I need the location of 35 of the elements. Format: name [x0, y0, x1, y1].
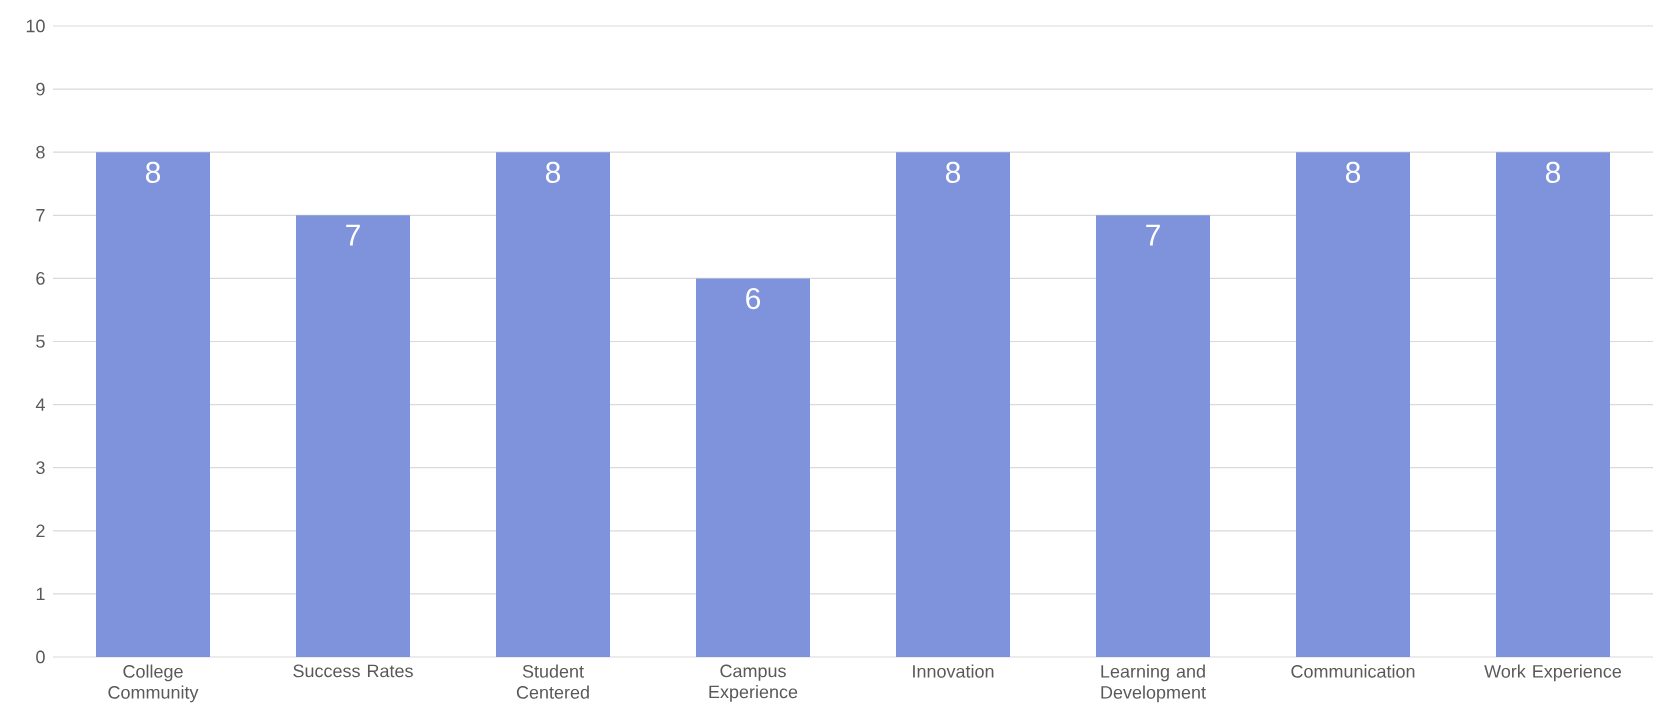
bar [496, 152, 610, 657]
x-tick-label: Innovation [913, 664, 994, 678]
data-label: 8 [545, 161, 561, 183]
bar [1296, 152, 1410, 657]
x-tick-label: Student Centered [516, 664, 589, 699]
x-tick-label: Success Rates [293, 664, 413, 678]
y-tick-label: 6 [36, 272, 45, 285]
x-tick-label: Communication [1291, 664, 1415, 678]
data-label: 8 [1345, 161, 1361, 183]
y-tick-label: 7 [36, 209, 45, 222]
y-tick-label: 10 [26, 19, 45, 33]
y-tick-label: 2 [36, 524, 45, 538]
y-tick-label: 5 [36, 335, 45, 348]
y-tick-label: 0 [36, 650, 45, 664]
y-tick-label: 9 [36, 82, 45, 96]
y-tick-label: 3 [36, 461, 45, 475]
x-tick-label: Work Experience [1484, 664, 1622, 682]
x-tick-label: Learning and Development [1101, 664, 1206, 703]
x-tick-label: Campus Experience [709, 664, 798, 702]
bar [96, 152, 210, 657]
bar [696, 278, 810, 657]
data-label: 8 [1545, 161, 1561, 183]
bar [1096, 215, 1210, 657]
bar [896, 152, 1010, 657]
data-label: 7 [346, 224, 360, 246]
y-tick-label: 4 [35, 398, 45, 411]
bar [1496, 152, 1610, 657]
y-tick-label: 8 [36, 145, 45, 159]
data-label: 8 [145, 161, 161, 183]
x-tick-label: College Community [108, 664, 199, 703]
data-label: 6 [746, 287, 761, 310]
data-label: 7 [1146, 224, 1160, 246]
y-tick-label: 1 [36, 587, 45, 601]
data-label: 8 [945, 161, 961, 183]
bar [296, 215, 410, 657]
